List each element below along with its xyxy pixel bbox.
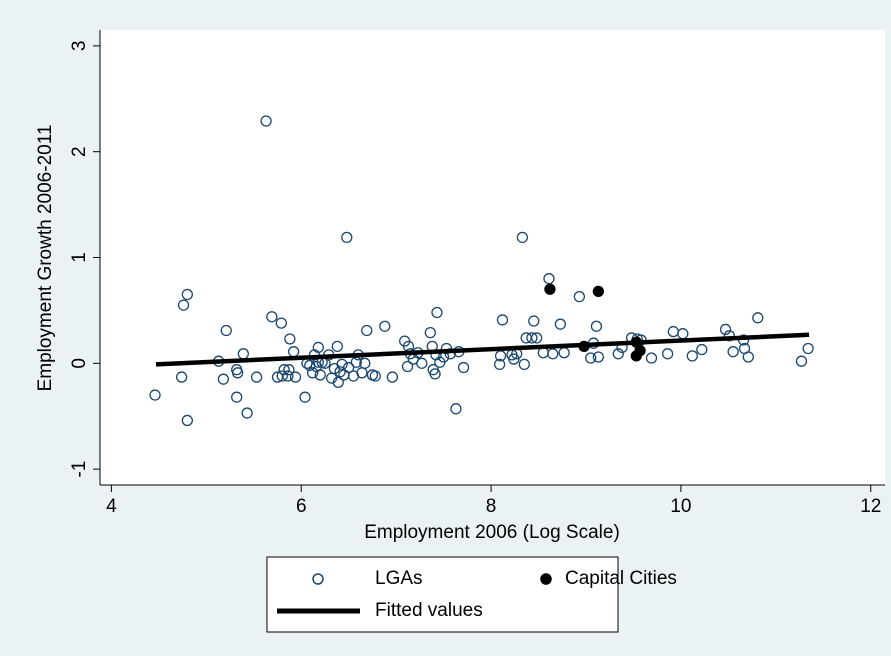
point: [332, 376, 344, 389]
point: [314, 369, 326, 381]
point: [508, 353, 520, 365]
point: [220, 324, 232, 337]
y-tick-label: 0: [69, 358, 90, 369]
point: [177, 299, 190, 311]
point: [592, 351, 604, 363]
point: [306, 367, 319, 379]
legend-label: Capital Cities: [565, 568, 677, 589]
point: [181, 288, 193, 301]
point: [752, 312, 764, 324]
point: [530, 332, 543, 344]
point: [723, 330, 735, 342]
point: [217, 373, 230, 385]
point: [585, 352, 597, 364]
point: [341, 231, 353, 244]
legend-marker: [540, 573, 552, 585]
point: [634, 344, 646, 357]
x-axis-label: Employment 2006 (Log Scale): [364, 522, 620, 543]
point: [645, 352, 658, 364]
fitted-line: [155, 332, 810, 367]
point: [431, 306, 443, 319]
point: [719, 323, 732, 336]
point: [516, 231, 529, 244]
legend: [266, 556, 619, 633]
point: [526, 332, 538, 344]
point: [282, 370, 294, 382]
point: [278, 364, 290, 376]
point: [379, 320, 391, 332]
point: [493, 358, 506, 371]
y-tick-label: -1: [69, 461, 90, 478]
y-tick-label: 2: [69, 146, 90, 157]
point: [590, 320, 603, 332]
point: [275, 317, 287, 329]
legend-marker: [312, 573, 324, 585]
point: [429, 368, 441, 380]
point: [386, 371, 399, 383]
legend-label: Fitted values: [375, 600, 483, 621]
point: [343, 361, 355, 374]
point: [742, 351, 754, 363]
point: [175, 371, 188, 383]
point: [361, 324, 373, 337]
legend-label: LGAs: [375, 568, 423, 589]
x-tick-label: 12: [860, 496, 881, 517]
point: [231, 391, 243, 403]
point: [573, 291, 586, 303]
point: [416, 357, 428, 369]
point: [802, 342, 814, 355]
point: [276, 370, 288, 382]
point: [795, 355, 808, 367]
point: [241, 407, 253, 419]
point: [457, 361, 470, 374]
point: [312, 341, 324, 354]
point: [331, 340, 343, 353]
y-tick-label: 3: [69, 41, 90, 52]
point: [250, 371, 263, 383]
point: [299, 391, 311, 403]
point: [547, 348, 559, 360]
point: [696, 343, 708, 356]
point: [686, 350, 698, 362]
point: [283, 364, 295, 376]
point: [450, 403, 462, 415]
point: [266, 311, 278, 323]
y-axis-label: Employment Growth 2006-2011: [35, 125, 56, 392]
point: [231, 367, 244, 379]
point: [424, 326, 436, 339]
x-tick-label: 10: [670, 496, 691, 517]
y-tick-label: 1: [69, 252, 90, 263]
point: [592, 285, 604, 298]
point: [727, 346, 739, 358]
point: [612, 348, 624, 360]
point: [289, 371, 302, 383]
point: [284, 333, 296, 345]
plot-area: [100, 30, 885, 485]
point: [401, 360, 414, 373]
point: [260, 115, 272, 127]
point: [661, 348, 674, 360]
point: [149, 389, 161, 401]
point: [543, 273, 555, 285]
x-tick-label: 6: [296, 496, 307, 517]
point: [336, 358, 348, 371]
point: [359, 357, 371, 369]
point: [369, 370, 381, 382]
point: [544, 283, 556, 295]
point: [554, 318, 567, 330]
point: [181, 414, 193, 427]
x-tick-label: 8: [486, 496, 497, 517]
point: [518, 358, 530, 371]
x-tick-label: 4: [106, 496, 117, 517]
point: [496, 314, 509, 326]
point: [528, 315, 540, 327]
